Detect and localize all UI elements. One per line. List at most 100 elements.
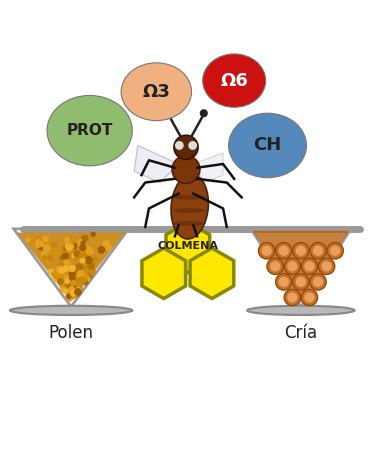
Circle shape: [71, 276, 77, 282]
Circle shape: [67, 294, 71, 299]
Circle shape: [43, 256, 47, 260]
Circle shape: [68, 287, 75, 294]
Circle shape: [84, 266, 87, 269]
Circle shape: [64, 252, 70, 258]
Ellipse shape: [174, 195, 205, 200]
Circle shape: [74, 290, 80, 296]
Circle shape: [44, 245, 50, 251]
Circle shape: [201, 110, 207, 117]
Circle shape: [63, 245, 69, 251]
Circle shape: [86, 273, 92, 279]
Text: CH: CH: [253, 137, 282, 154]
Circle shape: [76, 288, 80, 292]
Circle shape: [301, 258, 318, 274]
Circle shape: [71, 273, 78, 280]
Polygon shape: [142, 248, 186, 299]
Circle shape: [66, 295, 72, 301]
Circle shape: [106, 246, 112, 251]
Text: PROT: PROT: [67, 123, 113, 138]
Ellipse shape: [203, 54, 266, 107]
Ellipse shape: [247, 306, 355, 315]
Circle shape: [82, 252, 88, 258]
Circle shape: [73, 267, 77, 271]
Circle shape: [89, 268, 95, 275]
Circle shape: [76, 277, 81, 283]
Circle shape: [65, 250, 69, 254]
Circle shape: [67, 293, 74, 300]
Circle shape: [61, 288, 65, 292]
Polygon shape: [17, 232, 125, 301]
Circle shape: [56, 266, 62, 272]
Circle shape: [76, 264, 83, 270]
Circle shape: [75, 256, 78, 260]
Circle shape: [259, 242, 275, 259]
Circle shape: [54, 250, 61, 256]
Circle shape: [58, 262, 64, 268]
Polygon shape: [134, 145, 179, 183]
Ellipse shape: [172, 156, 200, 183]
Circle shape: [35, 237, 41, 243]
Polygon shape: [166, 222, 210, 272]
Circle shape: [67, 243, 74, 250]
Circle shape: [53, 277, 58, 282]
Circle shape: [81, 241, 85, 245]
Circle shape: [88, 263, 94, 269]
Circle shape: [62, 266, 68, 271]
Circle shape: [267, 258, 283, 274]
Ellipse shape: [10, 306, 132, 315]
Circle shape: [67, 295, 71, 300]
Circle shape: [58, 279, 62, 282]
Ellipse shape: [121, 63, 192, 121]
Circle shape: [36, 243, 40, 247]
Circle shape: [75, 289, 80, 293]
Circle shape: [70, 275, 75, 281]
Circle shape: [189, 142, 196, 149]
Circle shape: [109, 234, 114, 239]
Circle shape: [63, 287, 69, 293]
Circle shape: [82, 278, 87, 283]
Circle shape: [60, 256, 64, 260]
Circle shape: [310, 274, 326, 290]
Circle shape: [58, 279, 63, 284]
Circle shape: [296, 246, 305, 255]
Circle shape: [89, 249, 93, 253]
Circle shape: [73, 294, 77, 298]
Circle shape: [69, 286, 73, 291]
Circle shape: [65, 251, 70, 256]
Circle shape: [318, 258, 335, 274]
Circle shape: [86, 257, 92, 263]
Circle shape: [76, 287, 81, 292]
Circle shape: [56, 268, 60, 272]
Circle shape: [288, 293, 297, 302]
Circle shape: [52, 271, 58, 277]
Circle shape: [279, 246, 288, 255]
Circle shape: [68, 285, 72, 288]
Circle shape: [67, 245, 72, 250]
Circle shape: [56, 275, 61, 280]
Polygon shape: [190, 248, 234, 299]
Circle shape: [42, 252, 47, 257]
Circle shape: [61, 285, 65, 289]
Circle shape: [72, 281, 76, 285]
Ellipse shape: [174, 221, 205, 226]
Circle shape: [305, 262, 314, 271]
Circle shape: [38, 245, 43, 250]
Circle shape: [59, 267, 65, 273]
Circle shape: [77, 271, 84, 277]
Ellipse shape: [229, 113, 307, 178]
Circle shape: [65, 237, 69, 242]
Circle shape: [83, 274, 89, 280]
Circle shape: [64, 276, 69, 280]
Circle shape: [82, 280, 86, 284]
Circle shape: [64, 275, 69, 280]
Circle shape: [279, 277, 288, 286]
Circle shape: [67, 293, 71, 298]
Circle shape: [67, 283, 71, 287]
Circle shape: [75, 289, 81, 295]
Circle shape: [67, 252, 72, 258]
Circle shape: [80, 258, 84, 262]
Circle shape: [293, 242, 309, 259]
Circle shape: [262, 246, 271, 255]
Circle shape: [86, 247, 91, 252]
Text: Ω6: Ω6: [220, 72, 248, 89]
